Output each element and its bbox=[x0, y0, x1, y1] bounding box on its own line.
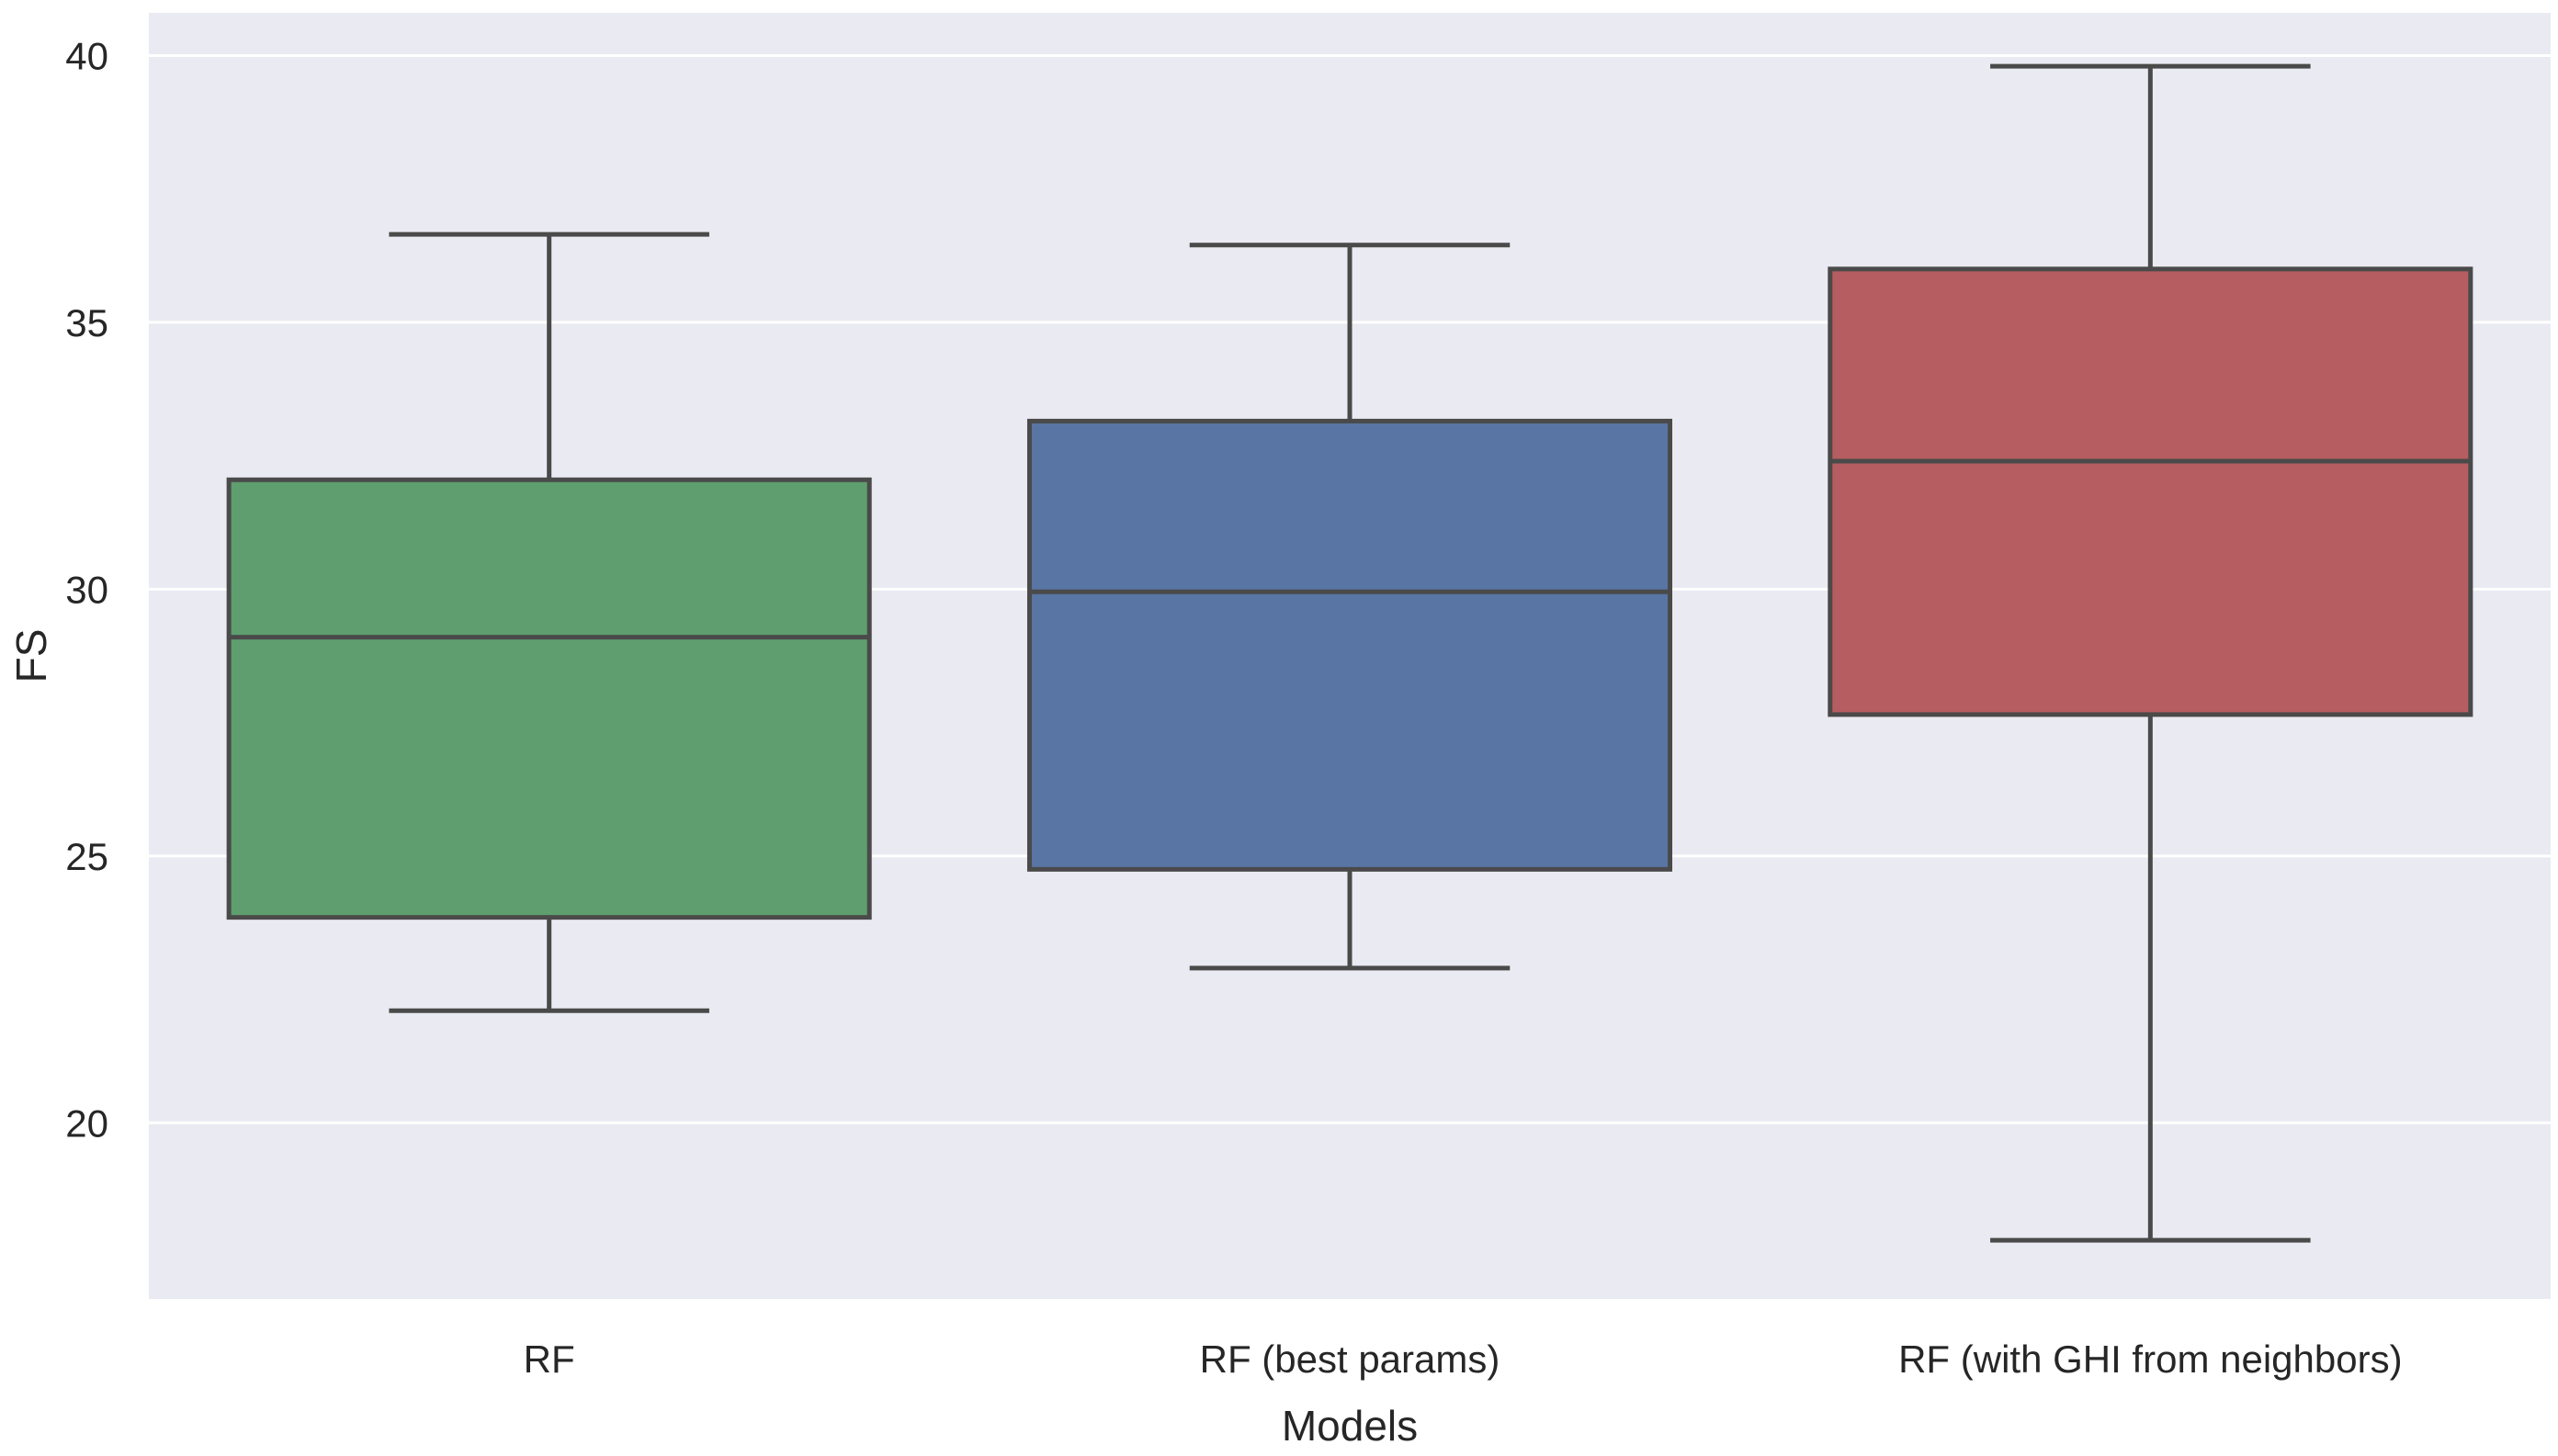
box-iqr bbox=[1026, 418, 1673, 872]
y-tick-label-40: 40 bbox=[65, 34, 108, 77]
x-tick-label-3: RF (with GHI from neighbors) bbox=[1898, 1337, 2402, 1381]
y-tick-label-35: 35 bbox=[65, 301, 108, 344]
y-axis-ticks: 20 25 30 35 40 bbox=[65, 34, 108, 1145]
y-tick-label-20: 20 bbox=[65, 1101, 108, 1145]
box-iqr bbox=[226, 477, 872, 920]
box-group-2 bbox=[1026, 243, 1673, 971]
y-tick-label-25: 25 bbox=[65, 835, 108, 878]
y-tick-label-30: 30 bbox=[65, 568, 108, 611]
x-axis-label: Models bbox=[1282, 1402, 1418, 1450]
x-tick-label-2: RF (best params) bbox=[1200, 1337, 1500, 1381]
x-tick-label-1: RF bbox=[524, 1337, 575, 1381]
box-group-3 bbox=[1828, 63, 2473, 1243]
box-iqr bbox=[1828, 266, 2473, 717]
boxes bbox=[226, 63, 2473, 1243]
box-group-1 bbox=[226, 231, 872, 1013]
y-axis-label: FS bbox=[7, 629, 55, 683]
x-axis-ticks: RF RF (best params) RF (with GHI from neig… bbox=[524, 1337, 2403, 1381]
